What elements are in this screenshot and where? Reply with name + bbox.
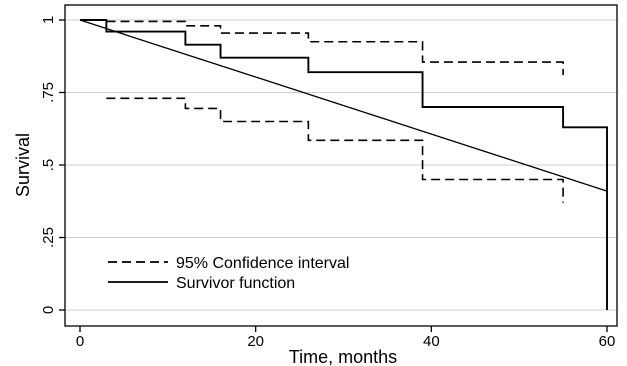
x-tick-label: 0 — [76, 333, 84, 350]
confidence-interval-line — [106, 97, 564, 203]
legend-label-confidence-interval: 95% Confidence interval — [176, 255, 349, 272]
series-layer — [79, 19, 608, 310]
y-tick-label: 1 — [40, 16, 57, 24]
survivor-function-line — [80, 19, 608, 310]
y-tick-label: .5 — [40, 159, 57, 172]
reference-line — [79, 19, 608, 192]
y-axis: 0 .25 .5 .75 1 — [40, 16, 65, 314]
legend-label-survivor-function: Survivor function — [176, 275, 295, 292]
x-axis-title: Time, months — [289, 347, 397, 366]
legend: 95% Confidence interval Survivor functio… — [108, 255, 349, 292]
y-tick-label: .75 — [40, 82, 57, 103]
y-tick-label: 0 — [40, 306, 57, 314]
x-tick-label: 60 — [599, 333, 616, 350]
x-axis: 0 20 40 60 — [76, 326, 616, 350]
y-axis-title: Survival — [13, 133, 33, 197]
grid-lines — [65, 19, 617, 311]
confidence-interval-line — [80, 19, 564, 76]
x-tick-label: 20 — [247, 333, 264, 350]
x-tick-label: 40 — [423, 333, 440, 350]
y-tick-label: .25 — [40, 227, 57, 248]
